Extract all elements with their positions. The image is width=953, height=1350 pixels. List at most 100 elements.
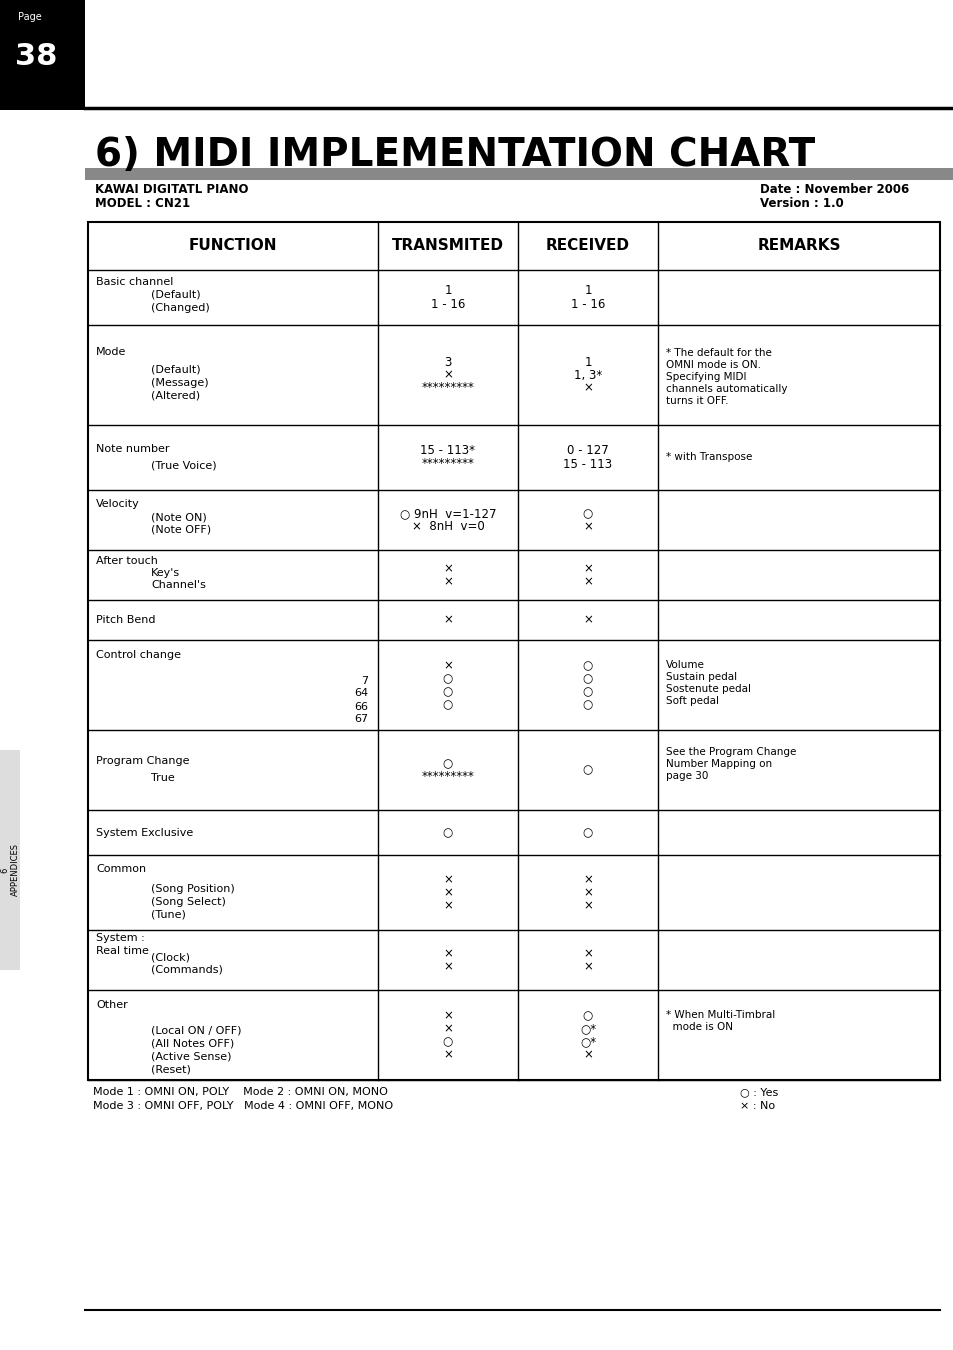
Text: (True Voice): (True Voice) — [151, 460, 216, 471]
Text: Basic channel: Basic channel — [96, 277, 173, 286]
Text: ×: × — [582, 1048, 593, 1061]
Text: ○: ○ — [442, 1035, 453, 1048]
Text: (Reset): (Reset) — [151, 1065, 191, 1075]
Text: Program Change: Program Change — [96, 756, 190, 765]
Text: ×: × — [442, 369, 453, 382]
Text: * When Multi-Timbral: * When Multi-Timbral — [665, 1010, 775, 1021]
Text: 1: 1 — [583, 355, 591, 369]
Text: ×: × — [582, 613, 593, 626]
Text: Common: Common — [96, 864, 146, 875]
Text: channels automatically: channels automatically — [665, 383, 786, 394]
Text: (Default): (Default) — [151, 364, 200, 375]
Text: * with Transpose: * with Transpose — [665, 452, 752, 463]
Text: ×: × — [442, 899, 453, 913]
Text: ×: × — [442, 960, 453, 973]
Text: ×: × — [582, 946, 593, 960]
Text: Page: Page — [18, 12, 42, 22]
Text: ×: × — [442, 562, 453, 575]
Text: ×: × — [582, 899, 593, 913]
Text: ○: ○ — [442, 672, 453, 684]
Text: 15 - 113*: 15 - 113* — [420, 444, 475, 458]
Text: ○: ○ — [582, 698, 593, 711]
Text: ○: ○ — [582, 659, 593, 672]
Text: Mode 1 : OMNI ON, POLY    Mode 2 : OMNI ON, MONO: Mode 1 : OMNI ON, POLY Mode 2 : OMNI ON,… — [92, 1087, 388, 1098]
Text: Specifying MIDI: Specifying MIDI — [665, 373, 745, 382]
Text: *********: ********* — [421, 769, 474, 783]
Text: ×: × — [442, 886, 453, 899]
Text: turns it OFF.: turns it OFF. — [665, 396, 728, 406]
Text: (Clock): (Clock) — [151, 952, 190, 963]
Text: See the Program Change: See the Program Change — [665, 748, 796, 757]
Text: ×: × — [442, 659, 453, 672]
Text: 1, 3*: 1, 3* — [574, 369, 601, 382]
Text: Channel's: Channel's — [151, 580, 206, 590]
Text: *********: ********* — [421, 458, 474, 471]
Text: 0 - 127: 0 - 127 — [566, 444, 608, 458]
Text: (Default): (Default) — [151, 290, 200, 300]
Text: 3: 3 — [444, 355, 451, 369]
Text: (Song Select): (Song Select) — [151, 896, 226, 907]
Text: Note number: Note number — [96, 444, 170, 454]
Text: 1 - 16: 1 - 16 — [431, 297, 465, 310]
Text: ○*: ○* — [579, 1022, 596, 1035]
Text: ○: ○ — [582, 684, 593, 698]
Text: (All Notes OFF): (All Notes OFF) — [151, 1038, 234, 1049]
Text: After touch: After touch — [96, 555, 157, 566]
Text: (Commands): (Commands) — [151, 965, 223, 975]
Text: Volume: Volume — [665, 660, 704, 670]
Text: FUNCTION: FUNCTION — [189, 239, 277, 254]
Text: (Note ON): (Note ON) — [151, 512, 207, 522]
Text: 38: 38 — [15, 42, 57, 72]
Text: ×: × — [582, 520, 593, 533]
Text: Number Mapping on: Number Mapping on — [665, 760, 771, 770]
Text: *********: ********* — [421, 382, 474, 394]
Text: ○: ○ — [442, 684, 453, 698]
Text: Mode: Mode — [96, 347, 126, 356]
Text: (Active Sense): (Active Sense) — [151, 1052, 232, 1061]
Text: 15 - 113: 15 - 113 — [563, 458, 612, 471]
Text: (Message): (Message) — [151, 378, 209, 387]
Text: System Exclusive: System Exclusive — [96, 828, 193, 837]
Text: System :: System : — [96, 933, 145, 944]
Text: Mode 3 : OMNI OFF, POLY   Mode 4 : OMNI OFF, MONO: Mode 3 : OMNI OFF, POLY Mode 4 : OMNI OF… — [92, 1102, 393, 1111]
Text: ×: × — [442, 873, 453, 886]
Text: Soft pedal: Soft pedal — [665, 697, 719, 706]
Text: * The default for the: * The default for the — [665, 348, 771, 358]
Text: True: True — [151, 774, 174, 783]
Text: ×: × — [442, 1008, 453, 1022]
Text: 6
APPENDICES: 6 APPENDICES — [0, 844, 20, 896]
Text: ×: × — [582, 960, 593, 973]
Text: ×: × — [442, 1048, 453, 1061]
Text: ○: ○ — [582, 508, 593, 520]
Text: 1: 1 — [583, 285, 591, 297]
Text: ○: ○ — [442, 757, 453, 769]
Text: page 30: page 30 — [665, 771, 708, 782]
Text: Sostenute pedal: Sostenute pedal — [665, 684, 750, 694]
Text: ×: × — [582, 575, 593, 589]
Text: (Tune): (Tune) — [151, 910, 186, 919]
Text: ○ 9nH  v=1-127: ○ 9nH v=1-127 — [399, 508, 496, 520]
Text: Version : 1.0: Version : 1.0 — [760, 197, 842, 211]
Text: ×: × — [582, 886, 593, 899]
Text: REMARKS: REMARKS — [757, 239, 840, 254]
Text: 1 - 16: 1 - 16 — [570, 297, 604, 310]
Text: ×: × — [442, 575, 453, 589]
Text: ○*: ○* — [579, 1035, 596, 1048]
Text: 6) MIDI IMPLEMENTATION CHART: 6) MIDI IMPLEMENTATION CHART — [95, 136, 815, 174]
Text: (Note OFF): (Note OFF) — [151, 525, 211, 535]
Text: TRANSMITED: TRANSMITED — [392, 239, 503, 254]
Text: RECEIVED: RECEIVED — [545, 239, 629, 254]
Text: ○: ○ — [582, 826, 593, 838]
Text: 7: 7 — [360, 675, 368, 686]
Text: (Song Position): (Song Position) — [151, 884, 234, 894]
Text: MODEL : CN21: MODEL : CN21 — [95, 197, 190, 211]
Text: mode is ON: mode is ON — [665, 1022, 732, 1033]
Text: Sustain pedal: Sustain pedal — [665, 672, 737, 682]
Text: Date : November 2006: Date : November 2006 — [760, 184, 908, 196]
Text: ×: × — [442, 613, 453, 626]
Text: × : No: × : No — [740, 1102, 774, 1111]
Text: Velocity: Velocity — [96, 500, 139, 509]
Text: ○ : Yes: ○ : Yes — [740, 1087, 778, 1098]
Text: ×: × — [442, 1022, 453, 1035]
Text: 67: 67 — [354, 714, 368, 725]
